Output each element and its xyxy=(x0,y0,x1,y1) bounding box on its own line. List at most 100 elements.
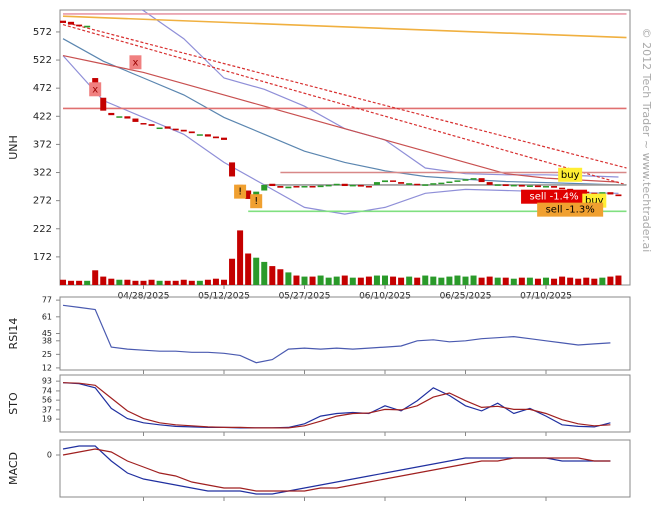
volume-bar xyxy=(325,277,332,285)
y-tick-label: 93 xyxy=(42,377,52,386)
y-tick-label: 56 xyxy=(42,396,52,405)
candle xyxy=(486,182,493,185)
candle xyxy=(309,186,316,188)
candle xyxy=(116,116,123,118)
candle xyxy=(188,131,195,134)
y-tick-label: 38 xyxy=(42,336,52,345)
annotation-label: ! xyxy=(254,196,258,207)
candle xyxy=(196,134,203,136)
volume-bar xyxy=(357,277,364,285)
candle xyxy=(478,178,485,183)
panel-frame xyxy=(59,9,631,286)
candle xyxy=(422,184,429,186)
volume-bar xyxy=(124,279,131,285)
candle xyxy=(526,185,533,187)
candle xyxy=(599,192,606,194)
candle xyxy=(124,116,131,119)
candle xyxy=(84,25,91,28)
candle xyxy=(325,184,332,187)
panel-frame xyxy=(59,439,631,498)
volume-bar xyxy=(140,280,147,285)
indicator-line xyxy=(62,448,611,492)
y-tick-label: 222 xyxy=(33,224,52,235)
y-tick-label: 322 xyxy=(33,168,52,179)
panel-frame xyxy=(59,296,631,371)
candle xyxy=(261,184,268,191)
y-axis-title: STO xyxy=(7,392,20,415)
candle xyxy=(221,137,227,140)
y-tick-label: 372 xyxy=(33,139,52,150)
volume-bar xyxy=(365,276,372,285)
candle xyxy=(438,182,445,185)
volume-bar xyxy=(196,280,203,285)
volume-bar xyxy=(68,280,75,285)
volume-bar xyxy=(518,277,525,285)
indicator-line xyxy=(62,445,611,495)
trend-line xyxy=(62,15,627,39)
candle xyxy=(470,178,477,180)
volume-bar xyxy=(132,280,139,285)
volume-bar xyxy=(534,278,541,285)
candle xyxy=(607,192,614,195)
candle xyxy=(551,186,558,188)
y-tick-label: 45 xyxy=(42,329,52,338)
candle xyxy=(60,20,66,23)
volume-bar xyxy=(253,257,260,285)
annotation-box xyxy=(250,194,263,209)
indicator-line xyxy=(62,304,611,364)
volume-bar xyxy=(551,278,558,285)
candle xyxy=(229,162,236,177)
candle xyxy=(245,190,252,199)
y-tick-label: 272 xyxy=(33,196,52,207)
candle xyxy=(494,184,501,186)
candle xyxy=(567,188,574,191)
volume-bar xyxy=(478,277,485,285)
candle xyxy=(518,184,525,187)
candle xyxy=(317,185,324,188)
y-tick-label: 12 xyxy=(42,363,52,372)
candle xyxy=(390,180,397,182)
candle xyxy=(140,123,147,125)
y-tick-label: 422 xyxy=(33,111,52,122)
candle xyxy=(398,182,405,184)
volume-bar xyxy=(156,280,163,285)
candle xyxy=(430,183,437,185)
candle xyxy=(148,124,155,126)
candle xyxy=(269,183,276,187)
annotation-label: buy xyxy=(585,196,604,207)
candle xyxy=(591,192,598,195)
volume-bar xyxy=(382,275,388,285)
y-tick-label: 0 xyxy=(47,451,52,460)
band-line xyxy=(62,38,619,186)
annotation-label: sell -1.4% xyxy=(529,192,578,203)
volume-bar xyxy=(454,275,461,285)
annotation-box xyxy=(234,184,247,199)
volume-bar xyxy=(261,261,268,285)
annotation-box xyxy=(558,167,583,182)
annotation-box xyxy=(537,202,604,217)
volume-bar xyxy=(567,277,574,285)
candle xyxy=(293,186,300,188)
volume-bar xyxy=(309,276,316,285)
volume-bar xyxy=(349,277,356,285)
candle xyxy=(462,179,469,181)
candle xyxy=(357,184,364,187)
annotation-label: ! xyxy=(238,187,242,198)
volume-bar xyxy=(406,276,413,285)
volume-bar xyxy=(269,266,276,285)
volume-bar xyxy=(390,276,397,285)
y-tick-label: 472 xyxy=(33,83,52,94)
candle xyxy=(76,24,83,27)
volume-bar xyxy=(502,277,509,285)
volume-bar xyxy=(301,276,308,285)
candle xyxy=(543,186,549,188)
candle xyxy=(204,134,211,137)
plot-area xyxy=(62,304,611,364)
candle xyxy=(502,184,509,187)
volume-bar xyxy=(60,279,66,285)
volume-bar xyxy=(575,278,582,285)
volume-bar xyxy=(108,278,115,285)
candle xyxy=(68,21,75,25)
